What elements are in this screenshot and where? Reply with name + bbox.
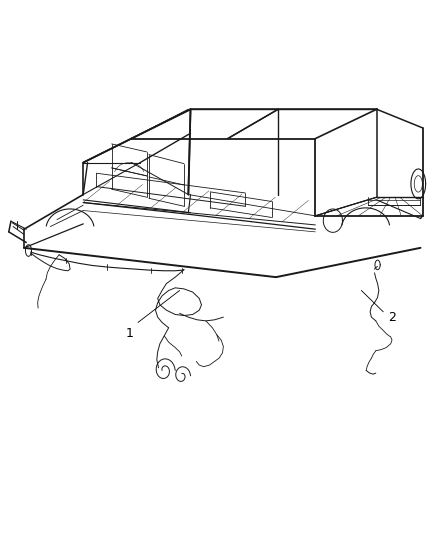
Text: 1: 1 bbox=[125, 327, 133, 340]
Text: 2: 2 bbox=[388, 311, 396, 324]
